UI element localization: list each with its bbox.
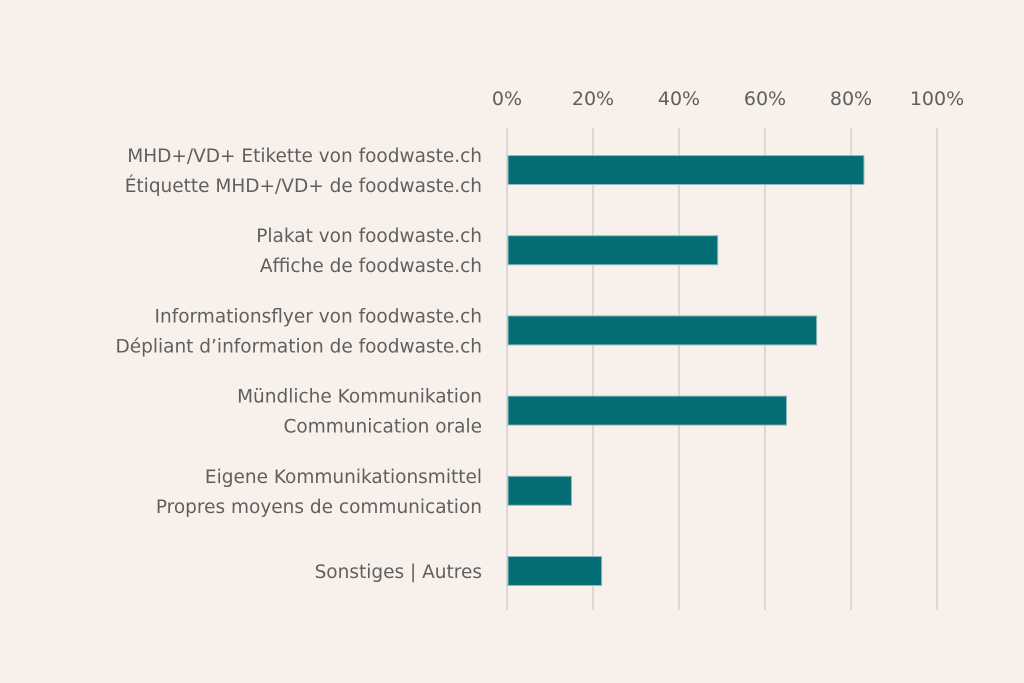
x-tick-label: 80% (830, 88, 872, 110)
category-label-line: Eigene Kommunikationsmittel (205, 467, 482, 488)
category-label-line: Étiquette MHD+/VD+ de foodwaste.ch (125, 175, 482, 197)
x-axis-ticks: 0% 20% 40% 60% 80% 100% (492, 88, 964, 110)
bar (507, 235, 719, 266)
category-label: Plakat von foodwaste.ch Affiche de foodwa… (256, 226, 482, 277)
bar (507, 315, 818, 346)
bar (507, 155, 865, 185)
bar (507, 475, 572, 506)
category-label-line: Affiche de foodwaste.ch (260, 256, 482, 277)
gridlines (506, 128, 938, 610)
category-label: Eigene Kommunikationsmittel Propres moyen… (156, 467, 482, 518)
x-tick-label: 60% (744, 88, 786, 110)
bar (507, 556, 603, 586)
bar (507, 395, 787, 426)
category-label-line: MHD+/VD+ Etikette von foodwaste.ch (127, 146, 482, 167)
category-label-line: Communication orale (284, 417, 482, 438)
bars (507, 155, 865, 586)
category-label-line: Propres moyens de communication (156, 497, 482, 518)
category-label: Sonstiges | Autres (315, 562, 482, 583)
category-label: MHD+/VD+ Etikette von foodwaste.ch Étique… (125, 146, 482, 197)
x-tick-label: 100% (910, 88, 964, 110)
x-tick-label: 0% (492, 88, 522, 110)
x-tick-label: 40% (658, 88, 700, 110)
x-tick-label: 20% (572, 88, 614, 110)
category-label: Informationsflyer von foodwaste.ch Déplia… (115, 306, 482, 357)
category-label-line: Mündliche Kommunikation (237, 387, 482, 408)
category-labels: MHD+/VD+ Etikette von foodwaste.ch Étique… (115, 146, 482, 583)
category-label-line: Dépliant d’information de foodwaste.ch (115, 336, 482, 357)
category-label-line: Sonstiges | Autres (315, 562, 482, 583)
category-label-line: Informationsflyer von foodwaste.ch (155, 306, 482, 327)
category-label: Mündliche Kommunikation Communication ora… (237, 387, 482, 438)
category-label-line: Plakat von foodwaste.ch (256, 226, 482, 247)
